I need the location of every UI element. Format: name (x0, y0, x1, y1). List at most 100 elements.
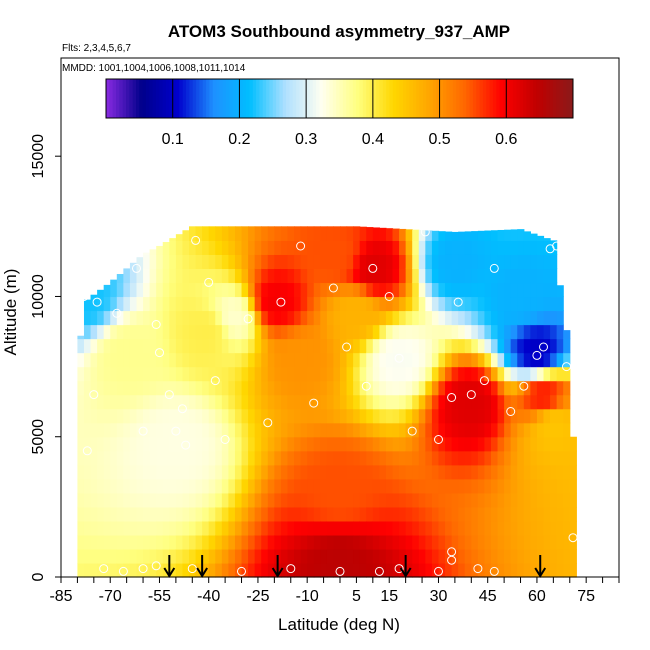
heatmap-cell (405, 366, 413, 382)
x-tick-label: 75 (577, 588, 595, 605)
colorbar-swatch (479, 79, 484, 118)
heatmap-cell (313, 520, 321, 536)
heatmap-cell (490, 394, 499, 410)
heatmap-cell (490, 422, 499, 438)
heatmap-cell (353, 226, 361, 241)
heatmap-cell (182, 464, 190, 480)
heatmap-cell (510, 229, 518, 241)
heatmap-cell (307, 394, 315, 410)
heatmap-cell (136, 257, 144, 269)
heatmap-cell (103, 464, 111, 480)
heatmap-cell (477, 534, 486, 550)
heatmap-cell (379, 282, 387, 298)
heatmap-cell (556, 324, 564, 340)
heatmap-cell (162, 296, 170, 312)
heatmap-cell (116, 548, 124, 564)
heatmap-cell (399, 240, 407, 255)
heatmap-cell (287, 492, 295, 508)
colorbar-swatch (172, 79, 177, 118)
heatmap-cell (372, 506, 380, 522)
heatmap-cell (300, 324, 308, 340)
heatmap-cell (451, 548, 459, 564)
heatmap-cell (287, 366, 295, 382)
heatmap-cell (294, 254, 302, 270)
heatmap-cell (497, 254, 505, 270)
heatmap-cell (313, 296, 321, 312)
heatmap-cell (300, 338, 308, 354)
heatmap-cell (287, 380, 295, 396)
heatmap-cell (169, 296, 177, 312)
heatmap-cell (504, 492, 512, 508)
heatmap-cell (346, 394, 354, 410)
heatmap-cell (208, 422, 216, 438)
heatmap-cell (392, 492, 400, 508)
observation-point (539, 342, 548, 352)
heatmap-cell (385, 478, 394, 494)
heatmap-cell (320, 492, 328, 508)
heatmap-cell (523, 240, 531, 255)
heatmap-cell (517, 436, 525, 452)
heatmap-cell (523, 548, 531, 564)
colorbar-swatch (542, 79, 547, 118)
heatmap-cell (175, 338, 184, 354)
heatmap-cell (234, 450, 243, 466)
heatmap-cell (254, 254, 262, 270)
heatmap-cell (300, 254, 308, 270)
heatmap-cell (385, 310, 394, 326)
heatmap-cell (405, 422, 413, 438)
heatmap-cell (563, 548, 571, 564)
heatmap-cell (451, 366, 459, 382)
heatmap-cell (208, 268, 216, 284)
heatmap-cell (510, 450, 518, 466)
heatmap-cell (208, 478, 216, 494)
heatmap-cell (490, 534, 499, 550)
heatmap-cell (83, 366, 92, 382)
heatmap-cell (208, 520, 216, 536)
heatmap-cell (353, 380, 361, 396)
heatmap-cell (425, 436, 433, 452)
heatmap-cell (556, 548, 564, 564)
heatmap-cell (123, 380, 131, 396)
heatmap-cell (234, 436, 243, 452)
heatmap-cell (208, 226, 216, 241)
heatmap-cell (458, 408, 466, 424)
heatmap-cell (399, 464, 407, 480)
heatmap-cell (248, 296, 256, 312)
heatmap-cell (340, 296, 348, 312)
heatmap-cell (162, 464, 170, 480)
heatmap-cell (412, 338, 420, 354)
heatmap-cell (149, 492, 157, 508)
heatmap-cell (418, 520, 426, 536)
heatmap-cell (392, 464, 400, 480)
heatmap-cell (458, 436, 466, 452)
heatmap-cell (261, 436, 269, 452)
heatmap-cell (504, 478, 512, 494)
heatmap-cell (543, 408, 551, 424)
heatmap-cell (320, 520, 328, 536)
heatmap-cell (129, 338, 138, 354)
heatmap-cell (418, 534, 426, 550)
heatmap-cell (169, 338, 177, 354)
heatmap-cell (248, 506, 256, 522)
heatmap-cell (149, 296, 157, 312)
heatmap-cell (294, 380, 302, 396)
colorbar-swatch (389, 79, 394, 118)
observation-point (296, 241, 306, 251)
heatmap-cell (156, 478, 164, 494)
heatmap-cell (294, 324, 302, 340)
heatmap-cell (267, 282, 275, 298)
heatmap-cell (110, 310, 118, 326)
heatmap-cell (458, 324, 466, 340)
heatmap-cell (438, 492, 446, 508)
heatmap-cell (274, 450, 282, 466)
heatmap-cell (228, 268, 236, 284)
heatmap-cell (208, 394, 216, 410)
heatmap-cell (372, 366, 380, 382)
heatmap-cell (372, 324, 380, 340)
heatmap-cell (90, 324, 98, 340)
heatmap-cell (523, 408, 531, 424)
heatmap-cell (517, 338, 525, 354)
heatmap-cell (274, 520, 282, 536)
heatmap-cell (221, 394, 229, 410)
heatmap-cell (543, 366, 551, 382)
